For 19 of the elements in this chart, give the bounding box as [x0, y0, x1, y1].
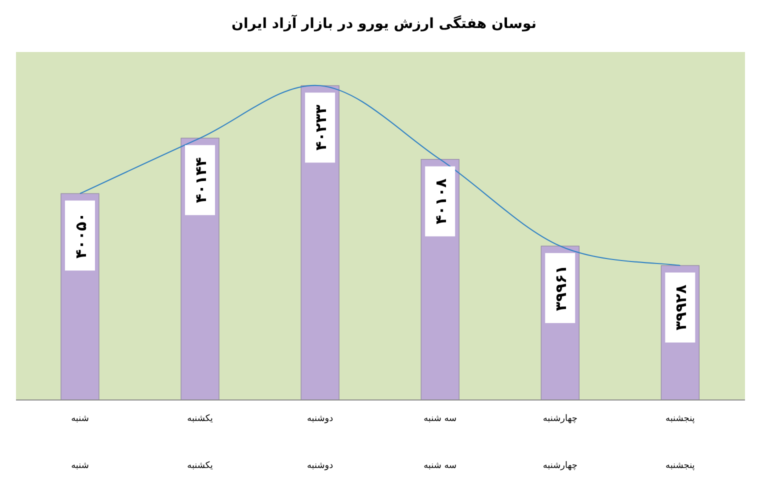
category-label: پنجشنبه: [666, 461, 695, 471]
x-tick-label: شنبه: [71, 414, 89, 424]
category-label: شنبه: [71, 461, 89, 471]
x-tick-label: دوشنبه: [306, 414, 334, 424]
x-tick-label: سه شنبه: [424, 414, 457, 424]
x-tick-label: پنجشنبه: [666, 414, 696, 424]
data-label: ۴۰۱۴۴: [192, 157, 210, 204]
data-label: ۴۰۲۳۳: [312, 104, 330, 151]
data-label: ۳۹۹۶۱: [552, 265, 570, 311]
category-label: سه شنبه: [424, 461, 457, 471]
data-label: ۳۹۹۲۸: [672, 284, 690, 330]
x-tick-label: یکشنبه: [187, 414, 214, 424]
data-label: ۴۰۱۰۸: [432, 178, 450, 224]
data-label: ۴۰۰۵۰: [72, 212, 90, 258]
category-label: یکشنبه: [187, 461, 213, 471]
category-label: چهارشنبه: [542, 461, 578, 471]
category-label: دوشنبه: [306, 461, 334, 471]
x-tick-label: چهارشنبه: [542, 414, 578, 424]
chart-title: نوسان هفتگی ارزش یورو در بازار آزاد ایران: [232, 14, 536, 32]
